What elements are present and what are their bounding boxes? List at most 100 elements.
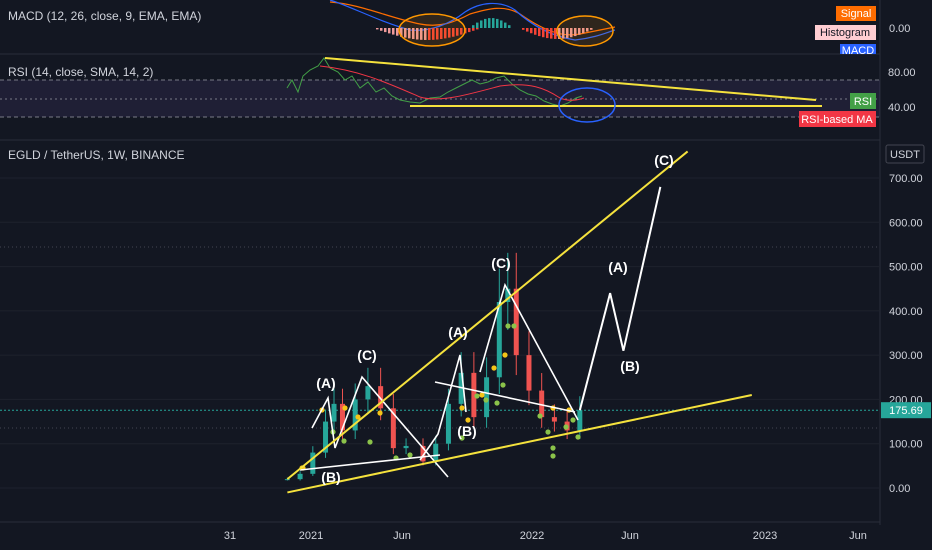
macd-hist-bar bbox=[538, 28, 541, 37]
main-pane: EGLD / TetherUS, 1W, BINANCE USDT 700.00… bbox=[0, 144, 931, 495]
time-tick-label: Jun bbox=[621, 530, 639, 542]
macd-hist-bar bbox=[400, 28, 403, 37]
price-tick-label: 400.00 bbox=[889, 306, 923, 318]
candle-body bbox=[551, 417, 557, 422]
macd-hist-bar bbox=[428, 28, 431, 40]
macd-hist-bar bbox=[424, 28, 427, 40]
macd-hist-bar bbox=[554, 28, 557, 39]
macd-hist-bar bbox=[384, 28, 387, 33]
macd-hist-bar bbox=[496, 18, 499, 28]
macd-hist-bar bbox=[432, 28, 435, 40]
currency-label: USDT bbox=[890, 149, 920, 161]
signal-dot bbox=[500, 382, 506, 388]
macd-hist-bar bbox=[574, 28, 577, 37]
dots bbox=[299, 323, 581, 471]
candle-body bbox=[403, 445, 409, 449]
rsi-legend[interactable]: RSI (14, close, SMA, 14, 2) bbox=[8, 65, 153, 79]
signal-dot bbox=[505, 323, 511, 329]
candle-body bbox=[310, 452, 316, 474]
macd-hist-bar bbox=[460, 28, 463, 35]
price-tick-label: 700.00 bbox=[889, 173, 923, 185]
symbol-legend[interactable]: EGLD / TetherUS, 1W, BINANCE bbox=[8, 148, 185, 162]
macd-hist-bar bbox=[388, 28, 391, 34]
wave-label: (C) bbox=[654, 152, 673, 168]
rsi-trendline bbox=[324, 57, 817, 101]
macd-hist-bar bbox=[500, 20, 503, 28]
candle-body bbox=[539, 390, 545, 418]
macd-hist-bar bbox=[452, 28, 455, 37]
time-tick-label: Jun bbox=[849, 530, 867, 542]
wave-label: (B) bbox=[321, 469, 340, 485]
time-tick-label: 2022 bbox=[520, 530, 544, 542]
candle-body bbox=[352, 399, 358, 431]
macd-hist-bar bbox=[444, 28, 447, 39]
candle-body bbox=[297, 473, 303, 480]
rsi-ma-line bbox=[319, 65, 585, 101]
time-tick-label: 31 bbox=[224, 530, 236, 542]
signal-label-box bbox=[836, 6, 876, 21]
signal-dot bbox=[483, 397, 489, 403]
wave-label: (A) bbox=[316, 375, 335, 391]
macd-zero-label: 0.00 bbox=[889, 23, 910, 35]
rsi-ma-label: RSI-based MA bbox=[801, 114, 873, 126]
lower-trendline bbox=[287, 394, 752, 494]
macd-hist-bar bbox=[392, 28, 395, 35]
signal-dot bbox=[355, 414, 361, 420]
signal-dot bbox=[550, 453, 556, 459]
macd-hist-bar bbox=[480, 20, 483, 28]
candle-body bbox=[284, 479, 290, 481]
macd-hist-bar bbox=[488, 18, 491, 28]
rsi-tick-40: 40.00 bbox=[888, 102, 916, 114]
macd-hist-bar bbox=[590, 28, 593, 30]
macd-hist-bar bbox=[472, 25, 475, 28]
rsi-annotation-circle bbox=[558, 87, 616, 123]
macd-hist-bar bbox=[472, 28, 475, 31]
macd-histogram bbox=[376, 18, 593, 40]
projection-path bbox=[578, 186, 662, 411]
upper-trendline bbox=[286, 150, 689, 480]
candle-body bbox=[496, 302, 502, 378]
price-tick-label: 600.00 bbox=[889, 217, 923, 229]
time-tick-label: Jun bbox=[393, 530, 411, 542]
macd-hist-bar bbox=[476, 28, 479, 30]
signal-dot bbox=[367, 439, 373, 445]
macd-hist-bar bbox=[396, 28, 399, 36]
macd-signal-line bbox=[329, 1, 616, 36]
macd-hist-bar bbox=[562, 28, 565, 39]
macd-hist-bar bbox=[586, 28, 589, 32]
wave-line bbox=[299, 454, 441, 471]
macd-hist-bar bbox=[468, 28, 471, 33]
last-price-label: 175.69 bbox=[889, 405, 923, 417]
wave-labels: (A) (B) (C) (A) (B) (C) (A) (B) (C) bbox=[316, 152, 673, 485]
candle-body bbox=[471, 372, 477, 418]
macd-annotation-circle bbox=[556, 15, 614, 47]
wave-line bbox=[311, 375, 449, 478]
macd-main-line bbox=[329, 0, 616, 41]
wave-label: (C) bbox=[357, 347, 376, 363]
macd-hist-bar bbox=[408, 28, 411, 39]
candle-body bbox=[378, 386, 384, 409]
macd-legend[interactable]: MACD (12, 26, close, 9, EMA, EMA) bbox=[8, 9, 201, 23]
macd-hist-bar bbox=[412, 28, 415, 40]
time-tick-label: 2021 bbox=[299, 530, 323, 542]
histogram-label-box bbox=[815, 25, 876, 40]
signal-dot bbox=[479, 392, 485, 398]
candle-body bbox=[513, 288, 519, 356]
macd-label-box bbox=[840, 44, 876, 54]
macd-hist-bar bbox=[476, 22, 479, 28]
signal-dot bbox=[570, 417, 576, 423]
macd-hist-bar bbox=[566, 28, 569, 39]
signal-dot bbox=[550, 445, 556, 451]
macd-hist-bar bbox=[546, 28, 549, 39]
wave-lines bbox=[299, 282, 579, 478]
macd-hist-bar bbox=[550, 28, 553, 39]
currency-box[interactable] bbox=[885, 144, 925, 164]
signal-dot bbox=[511, 323, 517, 329]
signal-dot bbox=[474, 393, 480, 399]
price-tick-label: 300.00 bbox=[889, 350, 923, 362]
macd-hist-bar bbox=[526, 28, 529, 32]
candle-body bbox=[577, 410, 583, 431]
price-tick-label: 100.00 bbox=[889, 439, 923, 451]
